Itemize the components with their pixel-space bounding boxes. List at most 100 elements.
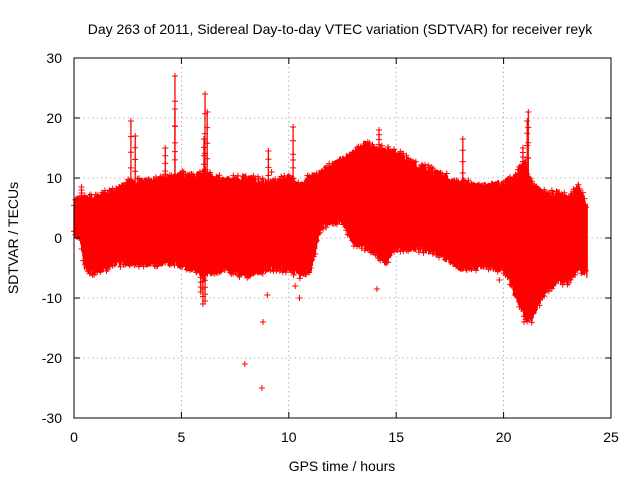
data-point [292,180,299,187]
data-point [105,266,111,272]
data-point [550,190,557,197]
data-point [127,164,134,171]
data-point [320,226,326,232]
data-point [528,178,535,185]
data-point [572,271,579,278]
data-point [214,181,221,187]
data-point [148,254,155,261]
data-point [521,163,527,170]
data-point [480,263,487,270]
data-point [499,262,506,269]
data-point [295,265,302,272]
data-point [374,252,381,258]
data-point [479,258,486,265]
data-point [341,219,348,225]
data-point [132,168,139,175]
data-point [279,176,286,182]
data-point [385,143,391,150]
data-point [343,227,350,234]
data-point [117,263,124,270]
data-point [316,173,323,180]
data-point [360,239,367,246]
data-point [494,179,501,186]
data-point [84,200,91,206]
data-point [83,264,90,271]
data-point [258,180,265,187]
data-point [260,319,266,325]
data-point [162,160,169,167]
data-point [171,262,178,269]
data-point [468,266,475,273]
data-point [553,188,560,195]
data-point [187,267,193,274]
data-point [132,261,139,268]
data-point [443,170,450,177]
data-point [358,245,365,252]
data-point [449,255,456,262]
data-point [213,173,220,180]
data-point [233,177,240,184]
data-point [482,259,489,266]
data-point [80,257,87,264]
data-point [127,118,134,124]
data-point [95,263,102,270]
data-point [183,266,190,273]
data-point [199,286,206,292]
data-point [108,257,115,263]
data-point [149,258,156,265]
data-point [236,273,243,280]
data-point [432,251,439,258]
data-point [176,258,183,265]
data-point [173,177,180,184]
data-point [127,149,134,156]
data-point [122,186,128,193]
data-point [250,270,257,277]
data-point [204,109,211,115]
data-point [425,242,432,249]
data-point [109,262,116,269]
data-point [442,176,449,183]
data-point [547,194,554,201]
data-point [307,264,314,271]
data-point [358,145,365,152]
x-axis-label: GPS time / hours [289,458,396,474]
data-point [518,300,524,307]
data-point [117,189,124,196]
data-point [434,175,441,182]
data-point [170,255,176,262]
data-point [268,169,275,175]
data-point [217,268,224,275]
y-tick-label: -20 [42,350,62,366]
data-point [420,249,427,256]
data-point [265,172,272,179]
data-point [207,264,214,271]
data-point [303,180,309,187]
data-point [394,247,401,254]
data-point [333,221,340,228]
data-point [405,162,412,169]
data-point [233,264,240,271]
data-point [83,196,90,203]
data-point [496,277,503,283]
data-point [162,145,169,151]
data-point [201,136,207,142]
data-point [295,179,302,186]
x-tick-label: 10 [281,429,297,445]
data-point [403,152,410,159]
data-point [132,156,139,163]
data-point [242,175,249,181]
data-point [222,181,229,188]
data-point [579,189,586,196]
data-point [352,148,359,155]
data-point [265,156,272,163]
data-point [326,160,333,167]
data-point [578,270,585,277]
data-point [524,142,531,149]
data-point [201,152,207,159]
data-point [398,239,405,246]
data-point [306,269,313,276]
data-point [272,261,279,267]
data-point [429,165,436,172]
data-point [531,188,538,195]
